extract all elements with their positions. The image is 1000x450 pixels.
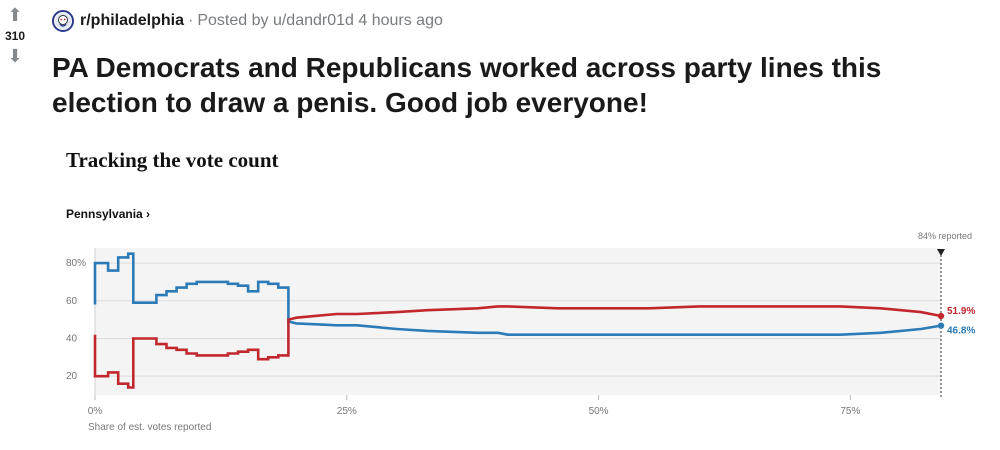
series-line-1 — [93, 252, 942, 336]
x-axis-label: Share of est. votes reported — [88, 422, 211, 433]
post-title[interactable]: PA Democrats and Republicans worked acro… — [52, 52, 882, 118]
meta-separator: · — [188, 12, 194, 29]
reported-marker-icon — [937, 249, 945, 256]
subreddit-logo-icon — [55, 13, 71, 29]
x-tick-label: 25% — [337, 406, 357, 417]
y-tick-label: 60 — [66, 296, 78, 307]
arrow-down-icon[interactable]: ⬇ — [7, 46, 23, 66]
vote-column: ⬆ 310 ⬇ — [0, 6, 30, 65]
arrow-up-icon[interactable]: ⬆ — [7, 5, 23, 25]
subreddit-link[interactable]: r/philadelphia — [80, 12, 185, 29]
series-end-label-1: 46.8% — [947, 326, 975, 337]
post-score: 310 — [4, 29, 26, 43]
y-tick-label: 40 — [66, 333, 78, 344]
series-line-2 — [93, 305, 942, 389]
series-end-label-2: 51.9% — [947, 306, 975, 317]
chart-title: Tracking the vote count — [66, 148, 279, 172]
subreddit-avatar[interactable] — [52, 10, 74, 32]
x-tick-label: 75% — [840, 406, 860, 417]
series-end-point-2 — [937, 312, 945, 320]
y-tick-label: 80% — [66, 258, 86, 269]
state-link[interactable]: Pennsylvania › — [66, 207, 151, 221]
x-tick-label: 50% — [589, 406, 609, 417]
plot-background — [95, 248, 941, 395]
posted-by-text[interactable]: Posted by u/dandr01d 4 hours ago — [197, 12, 443, 29]
x-tick-label: 0% — [88, 406, 103, 417]
reported-marker-label: 84% reported — [918, 231, 972, 241]
post-meta: r/philadelphia · Posted by u/dandr01d 4 … — [52, 10, 443, 32]
series-end-point-1 — [937, 322, 945, 329]
y-tick-label: 20 — [66, 371, 78, 382]
